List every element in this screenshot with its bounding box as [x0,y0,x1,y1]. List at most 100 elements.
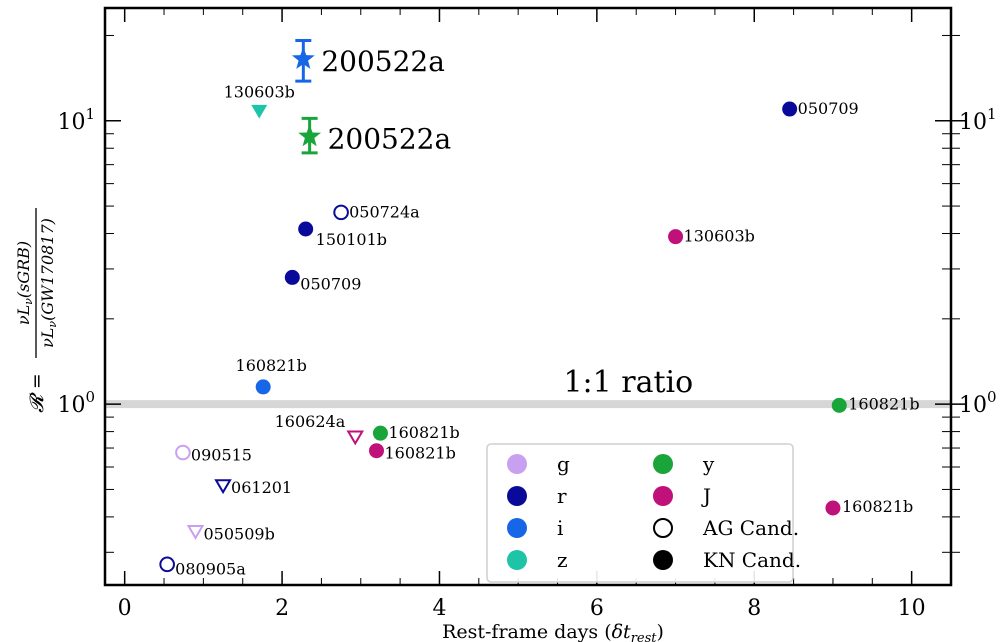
y-axis-title-numerator: νLν(sGRB) [14,241,35,325]
data-point: 160624a [275,412,365,446]
data-point: 200522a [291,38,445,83]
legend-label: i [557,516,563,540]
point-label: 050709 [798,99,859,118]
legend-entry: g [507,452,570,476]
point-marker [255,379,271,395]
data-point: 130603b [668,227,755,246]
point-marker [831,397,847,413]
x-axis-title: Rest-frame days (δtrest) [442,621,664,642]
point-label: 150101b [316,230,387,249]
data-point: 160821b [825,497,913,516]
x-tick-label: 10 [898,596,926,621]
point-label: 130603b [684,227,755,246]
legend-label: y [702,452,715,476]
y-tick-label-left: 100 [57,388,95,418]
data-point: 160821b [372,423,460,442]
legend-box [486,443,794,583]
x-tick-label: 0 [118,596,132,621]
legend-entry: J [653,484,711,508]
point-marker [298,221,314,237]
legend-label: r [557,484,567,508]
point-label: 050724a [349,202,420,221]
data-point: 061201 [214,478,292,497]
legend-entry: KN Cand. [653,548,801,572]
legend-marker [507,518,527,538]
data-point: 200522a [298,116,452,155]
data-point: 160821b [831,394,920,413]
legend-marker [507,550,527,570]
data-point: 150101b [298,221,387,249]
x-tick-label: 6 [590,596,604,621]
point-label: 160624a [275,412,346,431]
legend-entry: AG Cand. [653,516,799,540]
point-label: 130603b [224,82,295,101]
y-tick-label-right: 101 [959,105,997,135]
y-axis-title-denominator: νLν(GW170817) [38,218,59,348]
data-points-layer: 200522a 200522a 130603b 050709 050724a 150101… [159,38,920,578]
point-marker [825,500,841,516]
reference-line-layer: 1:1 ratio [105,365,951,409]
point-label: 080905a [175,559,246,578]
data-point: 130603b [224,82,295,119]
point-label: 200522a [321,45,445,78]
legend-label: AG Cand. [702,516,799,540]
axes-layer [103,6,953,587]
point-marker [333,204,349,221]
y-tick-label-left: 101 [57,105,95,135]
data-point: 050509b [186,524,275,544]
point-label: 200522a [328,122,452,155]
plot-frame [103,6,953,587]
point-label: 050509b [204,525,275,544]
data-point: 160821b [236,356,307,395]
legend-entry: y [653,452,715,476]
y-tick-label-right: 100 [959,388,997,418]
point-marker [175,444,191,461]
legend-entry: i [507,516,563,540]
point-marker [159,556,175,573]
data-point: 160821b [369,443,456,463]
point-marker [186,524,205,540]
legend-marker [653,518,673,538]
reference-line-label: 1:1 ratio [563,365,693,400]
legend-label: z [557,548,568,572]
y-axis-title: 𝓡 = νLν(sGRB) νLν(GW170817) [14,208,59,413]
legend-label: J [701,484,711,508]
legend-marker [507,454,527,474]
point-label: 090515 [191,446,252,465]
legend-marker [653,550,673,570]
point-label: 160821b [236,356,307,375]
legend-marker [507,486,527,506]
point-marker [298,124,322,147]
point-label: 160821b [842,497,913,516]
point-label: 050709 [300,274,361,293]
point-label: 160821b [385,444,456,463]
point-marker [668,229,684,245]
legend-label: g [557,452,570,476]
point-marker [346,430,365,446]
point-marker [782,101,798,117]
point-marker [291,47,315,69]
data-point: 050709 [782,99,859,118]
point-marker [372,425,388,441]
x-tick-label: 4 [432,596,446,621]
data-point: 080905a [159,556,246,578]
ticks-layer: 0 2 4 6 8 10 100 100 101 101 [57,8,997,621]
point-label: 160821b [848,394,919,413]
data-point: 050724a [333,202,420,221]
point-label: 061201 [231,478,292,497]
data-point: 090515 [175,444,252,465]
x-tick-label: 2 [275,596,289,621]
x-tick-label: 8 [747,596,761,621]
point-marker [214,479,232,495]
point-marker [284,269,300,285]
legend-marker [653,454,673,474]
point-marker [251,104,268,119]
legend-marker [653,486,673,506]
y-axis-title-lhs: 𝓡 = [26,373,48,413]
data-point: 050709 [284,269,361,293]
point-label: 160821b [388,423,459,442]
legend-entry: z [507,548,568,572]
legend-entry: r [507,484,567,508]
